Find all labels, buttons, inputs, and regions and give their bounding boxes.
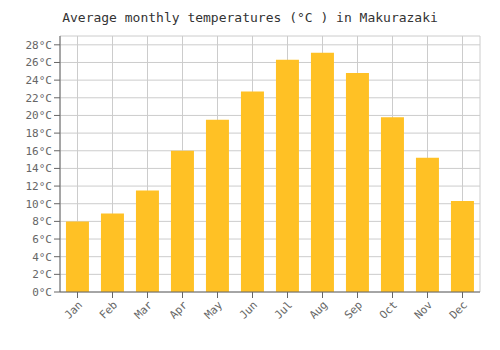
svg-text:Feb: Feb [97,298,120,321]
svg-text:Nov: Nov [412,298,436,322]
svg-text:May: May [202,298,226,322]
svg-text:Oct: Oct [377,298,400,321]
svg-text:Jun: Jun [237,298,260,321]
svg-text:18°C: 18°C [26,127,53,140]
svg-text:8°C: 8°C [32,215,52,228]
svg-text:4°C: 4°C [32,251,52,264]
svg-text:0°C: 0°C [32,286,52,299]
svg-text:14°C: 14°C [26,162,53,175]
svg-text:Jul: Jul [272,298,295,321]
svg-text:2°C: 2°C [32,268,52,281]
svg-text:28°C: 28°C [26,39,53,52]
svg-text:16°C: 16°C [26,145,53,158]
svg-text:Aug: Aug [307,298,330,321]
svg-text:10°C: 10°C [26,198,53,211]
svg-text:Sep: Sep [342,298,365,321]
svg-text:12°C: 12°C [26,180,53,193]
svg-text:Dec: Dec [447,298,470,321]
svg-text:22°C: 22°C [26,92,53,105]
svg-text:Mar: Mar [132,298,156,322]
svg-text:26°C: 26°C [26,56,53,69]
svg-text:24°C: 24°C [26,74,53,87]
html-text:Average monthly temperatures (: Average monthly temperatures (°C ) in Ma… [62,10,438,25]
svg-text:20°C: 20°C [26,109,53,122]
svg-text:6°C: 6°C [32,233,52,246]
svg-text:Jan: Jan [62,298,85,321]
svg-text:Apr: Apr [167,298,191,322]
